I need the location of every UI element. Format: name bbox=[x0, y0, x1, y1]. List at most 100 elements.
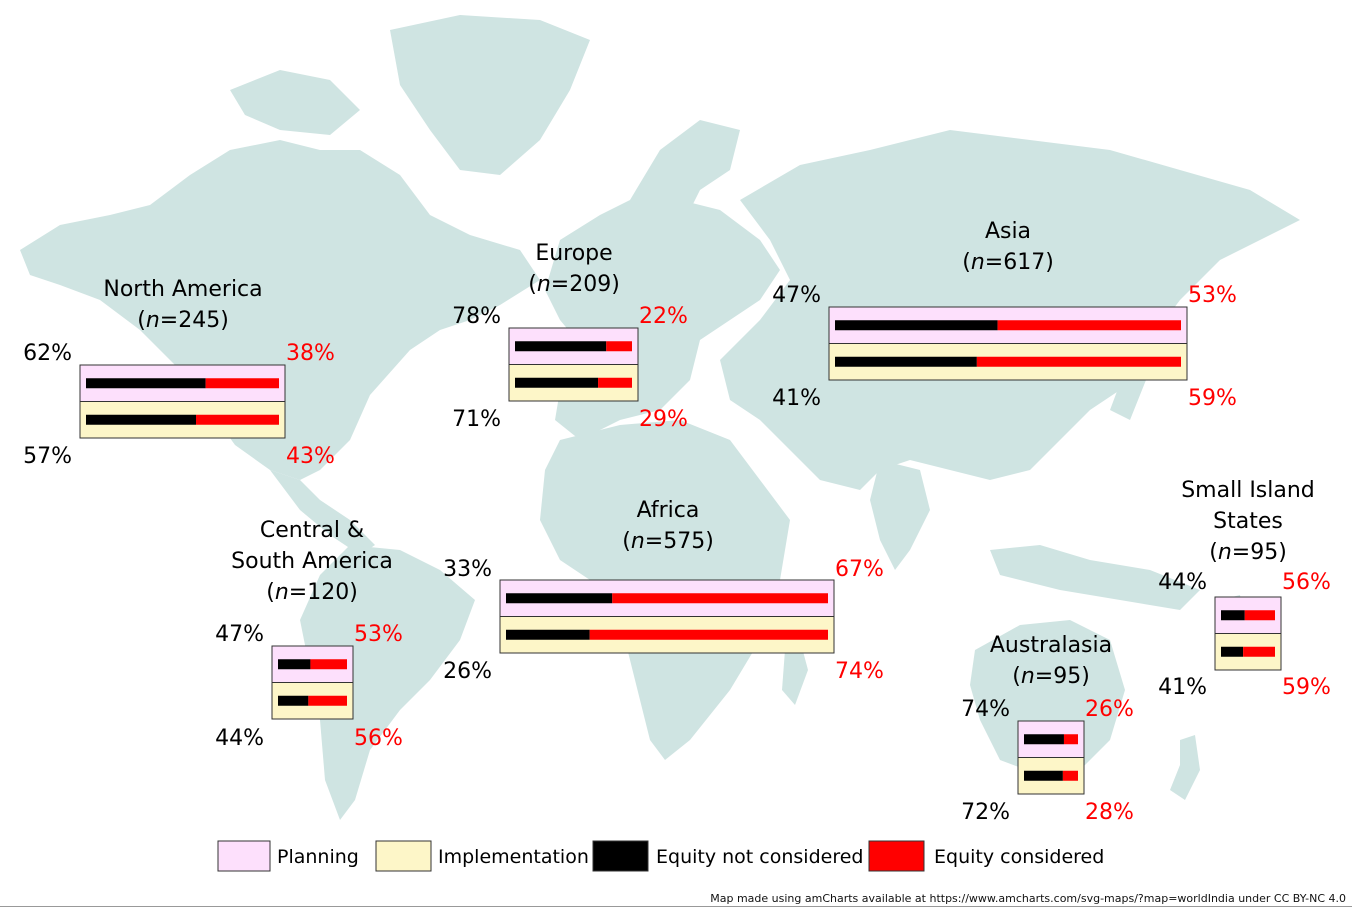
planning-considered-pct: 53% bbox=[1188, 283, 1237, 308]
planning-not-considered-pct: 44% bbox=[1158, 570, 1207, 595]
planning-considered-pct: 53% bbox=[354, 622, 403, 647]
region-title: Small Island bbox=[1181, 478, 1315, 503]
land-india bbox=[870, 460, 930, 570]
implementation-considered-bar bbox=[308, 695, 347, 706]
implementation-considered-bar bbox=[1062, 770, 1078, 781]
implementation-considered-bar bbox=[1243, 646, 1275, 657]
planning-considered-pct: 38% bbox=[286, 341, 335, 366]
region-title: Asia bbox=[985, 219, 1031, 244]
land-new-zealand bbox=[1170, 735, 1200, 800]
legend-swatch bbox=[592, 840, 649, 872]
planning-considered-pct: 56% bbox=[1282, 570, 1331, 595]
region-n: (n=209) bbox=[528, 272, 620, 297]
region-title: Australasia bbox=[990, 633, 1112, 658]
planning-considered-pct: 67% bbox=[835, 557, 884, 582]
region-small-island-states: Small Island States (n=95)44% 56% 41% 59% bbox=[1158, 478, 1331, 700]
implementation-considered-bar bbox=[976, 356, 1181, 367]
implementation-not-considered-bar bbox=[278, 695, 309, 706]
region-title: States bbox=[1213, 509, 1283, 534]
map-credit: Map made using amCharts available at htt… bbox=[710, 892, 1346, 905]
implementation-considered-bar bbox=[589, 629, 828, 640]
planning-considered-bar bbox=[997, 320, 1181, 331]
legend-implementation: Implementation bbox=[375, 840, 589, 872]
land-central-america bbox=[270, 470, 375, 555]
implementation-not-considered-pct: 44% bbox=[215, 726, 264, 751]
legend-label: Equity considered bbox=[934, 846, 1104, 868]
region-title: South America bbox=[231, 549, 393, 574]
planning-considered-bar bbox=[310, 659, 347, 670]
planning-considered-bar bbox=[606, 341, 632, 352]
land-north-america bbox=[20, 140, 540, 480]
planning-not-considered-pct: 78% bbox=[452, 304, 501, 329]
region-title: Central & bbox=[260, 518, 364, 543]
planning-not-considered-bar bbox=[515, 341, 607, 352]
implementation-considered-pct: 59% bbox=[1282, 675, 1331, 700]
planning-considered-pct: 26% bbox=[1085, 697, 1134, 722]
planning-considered-bar bbox=[1063, 734, 1078, 745]
land-scandinavia bbox=[630, 120, 740, 250]
land-madagascar bbox=[782, 640, 808, 705]
region-n: (n=120) bbox=[266, 580, 358, 605]
region-title: North America bbox=[103, 277, 262, 302]
legend-swatch bbox=[217, 840, 271, 872]
implementation-considered-bar bbox=[598, 377, 632, 388]
land-se-asia-islands bbox=[990, 545, 1200, 610]
implementation-not-considered-pct: 41% bbox=[772, 386, 821, 411]
implementation-not-considered-pct: 26% bbox=[443, 659, 492, 684]
region-n: (n=95) bbox=[1209, 540, 1287, 565]
planning-considered-bar bbox=[1244, 610, 1275, 621]
planning-not-considered-pct: 33% bbox=[443, 557, 492, 582]
legend-label: Implementation bbox=[438, 846, 589, 868]
region-north-america: North America (n=245) 62% 38% 57% 43% bbox=[23, 277, 335, 469]
implementation-not-considered-bar bbox=[515, 377, 599, 388]
legend-planning: Planning bbox=[217, 840, 359, 872]
planning-not-considered-bar bbox=[1221, 610, 1245, 621]
planning-considered-pct: 22% bbox=[639, 304, 688, 329]
region-central-and-south-america: Central & South America (n=120)47% 53% 44% 56… bbox=[215, 518, 403, 751]
planning-not-considered-bar bbox=[1024, 734, 1064, 745]
region-n: (n=617) bbox=[962, 250, 1054, 275]
legend-label: Planning bbox=[277, 846, 359, 868]
implementation-not-considered-bar bbox=[506, 629, 590, 640]
region-n: (n=575) bbox=[622, 529, 714, 554]
planning-not-considered-pct: 74% bbox=[961, 697, 1010, 722]
region-australasia: Australasia (n=95)74% 26% 72% 28% bbox=[961, 633, 1134, 825]
region-title: Europe bbox=[535, 241, 612, 266]
region-asia: Asia (n=617) 47% 53% 41% 59% bbox=[772, 219, 1237, 411]
legend-swatch bbox=[868, 840, 925, 872]
planning-not-considered-bar bbox=[86, 378, 206, 389]
region-title: Africa bbox=[637, 498, 700, 523]
region-n: (n=245) bbox=[137, 308, 229, 333]
planning-not-considered-bar bbox=[278, 659, 311, 670]
legend-not-considered: Equity not considered bbox=[592, 840, 863, 872]
implementation-not-considered-bar bbox=[835, 356, 977, 367]
implementation-not-considered-bar bbox=[86, 414, 197, 425]
implementation-considered-bar bbox=[196, 414, 279, 425]
land-australia bbox=[970, 620, 1125, 775]
planning-not-considered-pct: 62% bbox=[23, 341, 72, 366]
planning-not-considered-bar bbox=[835, 320, 998, 331]
implementation-considered-pct: 43% bbox=[286, 444, 335, 469]
implementation-considered-pct: 29% bbox=[639, 407, 688, 432]
planning-considered-bar bbox=[612, 593, 828, 604]
implementation-considered-pct: 56% bbox=[354, 726, 403, 751]
implementation-not-considered-bar bbox=[1221, 646, 1244, 657]
implementation-considered-pct: 74% bbox=[835, 659, 884, 684]
region-africa: Africa (n=575) 33% 67% 26% 74% bbox=[443, 498, 884, 684]
footer-rule bbox=[0, 906, 1352, 907]
planning-not-considered-pct: 47% bbox=[772, 283, 821, 308]
region-europe: Europe (n=209) 78% 22% 71% 29% bbox=[452, 241, 688, 432]
legend-label: Equity not considered bbox=[656, 846, 863, 868]
legend-swatch bbox=[375, 840, 432, 872]
implementation-not-considered-pct: 72% bbox=[961, 800, 1010, 825]
planning-considered-bar bbox=[205, 378, 279, 389]
implementation-not-considered-pct: 71% bbox=[452, 407, 501, 432]
implementation-considered-pct: 59% bbox=[1188, 386, 1237, 411]
planning-not-considered-pct: 47% bbox=[215, 622, 264, 647]
land-greenland bbox=[390, 15, 590, 175]
land-south-america bbox=[300, 545, 475, 820]
planning-not-considered-bar bbox=[506, 593, 613, 604]
implementation-considered-pct: 28% bbox=[1085, 800, 1134, 825]
implementation-not-considered-bar bbox=[1024, 770, 1063, 781]
